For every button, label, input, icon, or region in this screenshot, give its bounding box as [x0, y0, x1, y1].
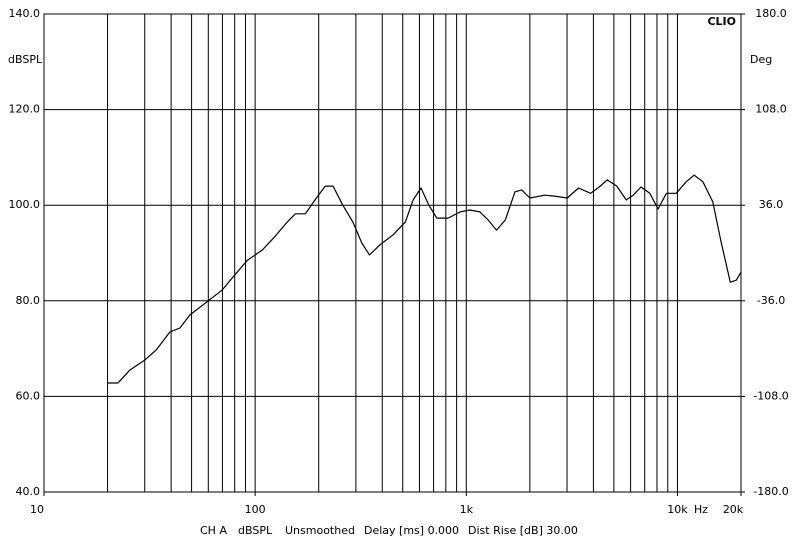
y-tick-label: 140.0: [9, 7, 41, 20]
x-tick-label: 20k: [723, 503, 744, 516]
response-curve: [107, 174, 742, 384]
footer-item: CH A: [200, 524, 227, 537]
footer-item: Unsmoothed: [285, 524, 355, 537]
x-tick-label: 10: [30, 503, 44, 516]
y2-tick-label: -36.0: [757, 294, 785, 307]
y-tick-label: 120.0: [9, 103, 41, 116]
y-tick-label: 40.0: [16, 485, 41, 498]
footer-item: Dist Rise [dB] 30.00: [468, 524, 578, 537]
y-axis-label: dBSPL: [8, 53, 43, 66]
plot-frame: [43, 13, 742, 493]
y2-tick-label: -180.0: [753, 485, 788, 498]
footer-item: Delay [ms] 0.000: [364, 524, 459, 537]
brand: CLIO: [707, 15, 736, 28]
y2-axis-label: Deg: [750, 53, 772, 66]
x-unit: Hz: [694, 503, 708, 516]
y2-tick-label: 108.0: [755, 103, 787, 116]
x-tick-label: 100: [245, 503, 266, 516]
y2-tick-label: 36.0: [759, 198, 784, 211]
y2-tick-label: 180.0: [755, 7, 787, 20]
x-tick-label: 1k: [460, 503, 474, 516]
y-tick-label: 80.0: [16, 294, 41, 307]
y2-tick-label: -108.0: [753, 389, 788, 402]
footer-item: dBSPL: [238, 524, 273, 537]
y-tick-label: 100.0: [9, 198, 41, 211]
y-tick-label: 60.0: [16, 389, 41, 402]
x-tick-label: 10k: [667, 503, 688, 516]
